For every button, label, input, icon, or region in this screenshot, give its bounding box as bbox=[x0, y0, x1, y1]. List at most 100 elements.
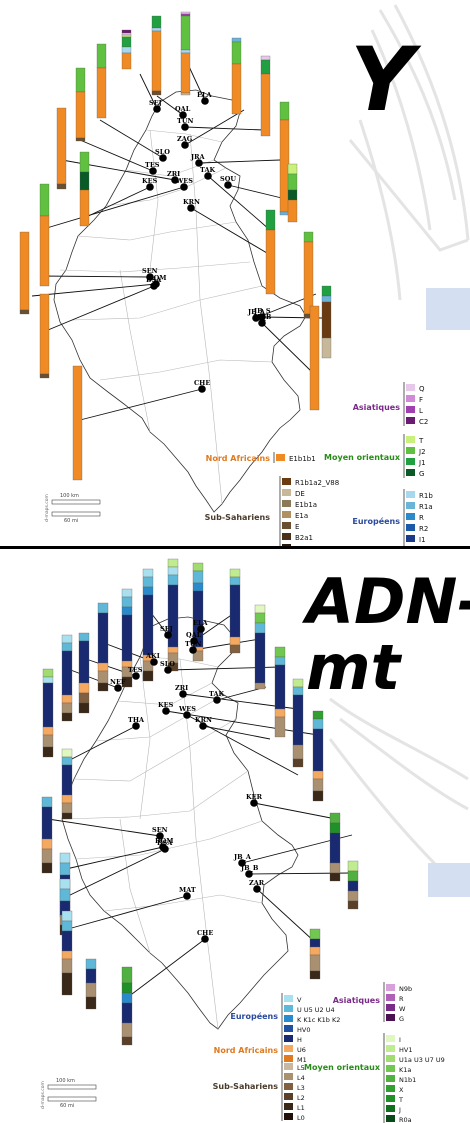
bar-segment bbox=[79, 151, 90, 173]
bar-segment bbox=[97, 612, 109, 664]
mtdna-legend: Européens V U U5 U2 U4 K K1c K1b K2 HV0 H Asia… bbox=[213, 982, 445, 1123]
bar-segment bbox=[97, 602, 109, 614]
y-stacked-bar bbox=[151, 15, 162, 96]
bar-segment bbox=[287, 199, 298, 223]
legend-label: X bbox=[399, 1086, 404, 1094]
legend-group-europeens: Européens V U U5 U2 U4 K K1c K1b K2 HV0 H bbox=[230, 993, 340, 1044]
bar-segment bbox=[72, 365, 83, 481]
location-label: THA bbox=[128, 716, 145, 724]
bar-segment bbox=[274, 708, 286, 718]
governorate-borders bbox=[61, 656, 263, 1030]
bar-segment bbox=[41, 806, 53, 840]
location-dot bbox=[250, 799, 258, 807]
y-stacked-bar bbox=[260, 55, 271, 137]
bar-segment bbox=[265, 209, 276, 231]
bar-segment bbox=[287, 163, 298, 175]
bar-segment bbox=[61, 958, 73, 974]
location-label: SEJ bbox=[160, 625, 173, 633]
location-label: QAL bbox=[175, 105, 191, 113]
bar-segment bbox=[180, 11, 191, 15]
legend-group-moyen_orientaux: Moyen orientaux T J2 J1 G bbox=[324, 434, 426, 478]
legend-title: Européens bbox=[230, 1011, 278, 1021]
mtdna-stacked-bar bbox=[121, 588, 133, 688]
leader-line bbox=[47, 818, 161, 837]
bar-segment bbox=[56, 107, 67, 185]
mtdna-stacked-bar bbox=[61, 748, 73, 820]
legend-swatch bbox=[406, 384, 415, 391]
leader-line bbox=[127, 938, 206, 998]
leader-line bbox=[184, 109, 245, 146]
location-label: JB_A bbox=[233, 853, 252, 861]
legend-swatch bbox=[406, 535, 415, 542]
bar-segment bbox=[312, 770, 324, 780]
bar-segment bbox=[192, 562, 204, 572]
location-label: KRN bbox=[195, 716, 212, 724]
scale-bar: 100 km 60 mi d-maps.com bbox=[40, 1078, 97, 1109]
location-dot bbox=[181, 141, 189, 149]
y-stacked-bar bbox=[287, 163, 298, 223]
scale-km-label: 100 km bbox=[56, 1078, 75, 1084]
bar-segment bbox=[329, 832, 341, 864]
bar-segment bbox=[42, 682, 54, 728]
bar-segment bbox=[265, 229, 276, 295]
location-dot bbox=[156, 832, 164, 840]
location-dot bbox=[150, 282, 158, 290]
location-dot bbox=[146, 183, 154, 191]
bar-segment bbox=[56, 183, 67, 190]
location-label: JB_B bbox=[240, 864, 259, 872]
leader-line bbox=[198, 159, 281, 164]
y-panel-title: Y bbox=[350, 28, 414, 131]
leader-line bbox=[165, 710, 319, 736]
bar-segment bbox=[121, 1002, 133, 1024]
bar-segment bbox=[96, 43, 107, 69]
bar-segment bbox=[231, 41, 242, 65]
bar-segment bbox=[347, 900, 359, 910]
location-label: JB_A bbox=[247, 308, 266, 316]
bar-segment bbox=[39, 293, 50, 375]
legend-swatch bbox=[386, 1035, 395, 1042]
bar-segment bbox=[312, 778, 324, 792]
location-dot bbox=[179, 111, 187, 119]
location-dot bbox=[183, 892, 191, 900]
scale-bar: 100 km 60 mi d-maps.com bbox=[44, 493, 101, 524]
y-chromosome-panel: ELA QAL SEJ TUN ZAG SLO TES JRA TAK ZRI SOU KES WES K… bbox=[0, 0, 470, 547]
bar-segment bbox=[312, 718, 324, 730]
bar-segment bbox=[142, 586, 154, 596]
bar-segment bbox=[75, 91, 86, 139]
legend-label: J1 bbox=[418, 459, 426, 467]
legend-swatch bbox=[282, 489, 291, 496]
legend-swatch bbox=[282, 511, 291, 518]
bar-segment bbox=[61, 920, 73, 932]
mtdna-stacked-bar bbox=[142, 568, 154, 682]
legend-label: T bbox=[418, 437, 424, 445]
leader-line bbox=[156, 95, 184, 116]
legend-swatch bbox=[284, 995, 293, 1002]
legend-swatch bbox=[284, 1055, 293, 1062]
legend-swatch bbox=[386, 1095, 395, 1102]
bar-segment bbox=[274, 716, 286, 738]
bar-segment bbox=[229, 644, 241, 654]
legend-label: E1b1b1 bbox=[289, 455, 316, 463]
bar-segment bbox=[292, 686, 304, 696]
bar-segment bbox=[79, 171, 90, 191]
leader-line bbox=[139, 73, 158, 110]
bar-segment bbox=[254, 612, 266, 624]
bar-segment bbox=[85, 968, 97, 984]
legend-swatch bbox=[386, 1065, 395, 1072]
legend-label: G bbox=[419, 470, 424, 478]
bar-segment bbox=[180, 49, 191, 54]
bar-segment bbox=[303, 241, 314, 315]
location-label: SLO bbox=[160, 660, 175, 668]
location-label: NEF bbox=[110, 678, 126, 686]
y-stacked-bar bbox=[72, 365, 83, 481]
bar-segment bbox=[39, 215, 50, 287]
bar-segment bbox=[61, 950, 73, 960]
location-label: SEN bbox=[152, 826, 168, 834]
bar-segment bbox=[59, 888, 71, 902]
legend-label: L3 bbox=[297, 1084, 305, 1092]
location-label: JRA bbox=[190, 153, 205, 161]
legend-title: Moyen orientaux bbox=[324, 453, 401, 462]
legend-swatch bbox=[282, 533, 291, 540]
mtdna-stacked-bar bbox=[78, 632, 90, 714]
y-stacked-bar bbox=[309, 305, 320, 411]
